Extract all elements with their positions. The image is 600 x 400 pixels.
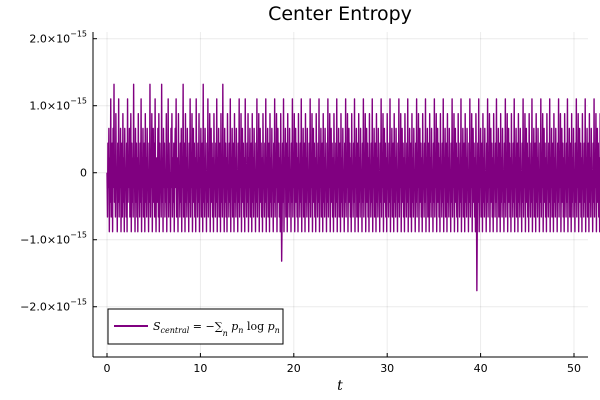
x-tick-label: 20 <box>287 362 301 375</box>
x-tick-label: 50 <box>567 362 581 375</box>
y-tick-label: 2.0×10−15 <box>29 30 87 46</box>
chart-title: Center Entropy <box>268 3 412 25</box>
y-tick-label: −1.0×10−15 <box>20 231 87 247</box>
x-tick-label: 40 <box>474 362 488 375</box>
x-tick-label: 0 <box>104 362 111 375</box>
x-axis-label: t <box>337 378 343 394</box>
y-tick-label: 0 <box>80 167 87 180</box>
legend: Scentral = −∑n pn log pn <box>107 308 284 345</box>
x-tick-label: 30 <box>380 362 394 375</box>
x-ticks: 0 10 20 30 40 50 <box>104 353 581 375</box>
y-tick-label: −2.0×10−15 <box>20 298 87 314</box>
x-tick-label: 10 <box>193 362 207 375</box>
y-tick-label: 1.0×10−15 <box>29 97 87 113</box>
y-ticks: −2.0×10−15 −1.0×10−15 0 1.0×10−15 2.0×10−15 <box>20 30 97 314</box>
legend-label: Scentral = −∑n pn log pn <box>153 320 280 338</box>
series-layer <box>106 83 600 292</box>
series-line <box>106 83 600 292</box>
axes <box>92 32 588 358</box>
